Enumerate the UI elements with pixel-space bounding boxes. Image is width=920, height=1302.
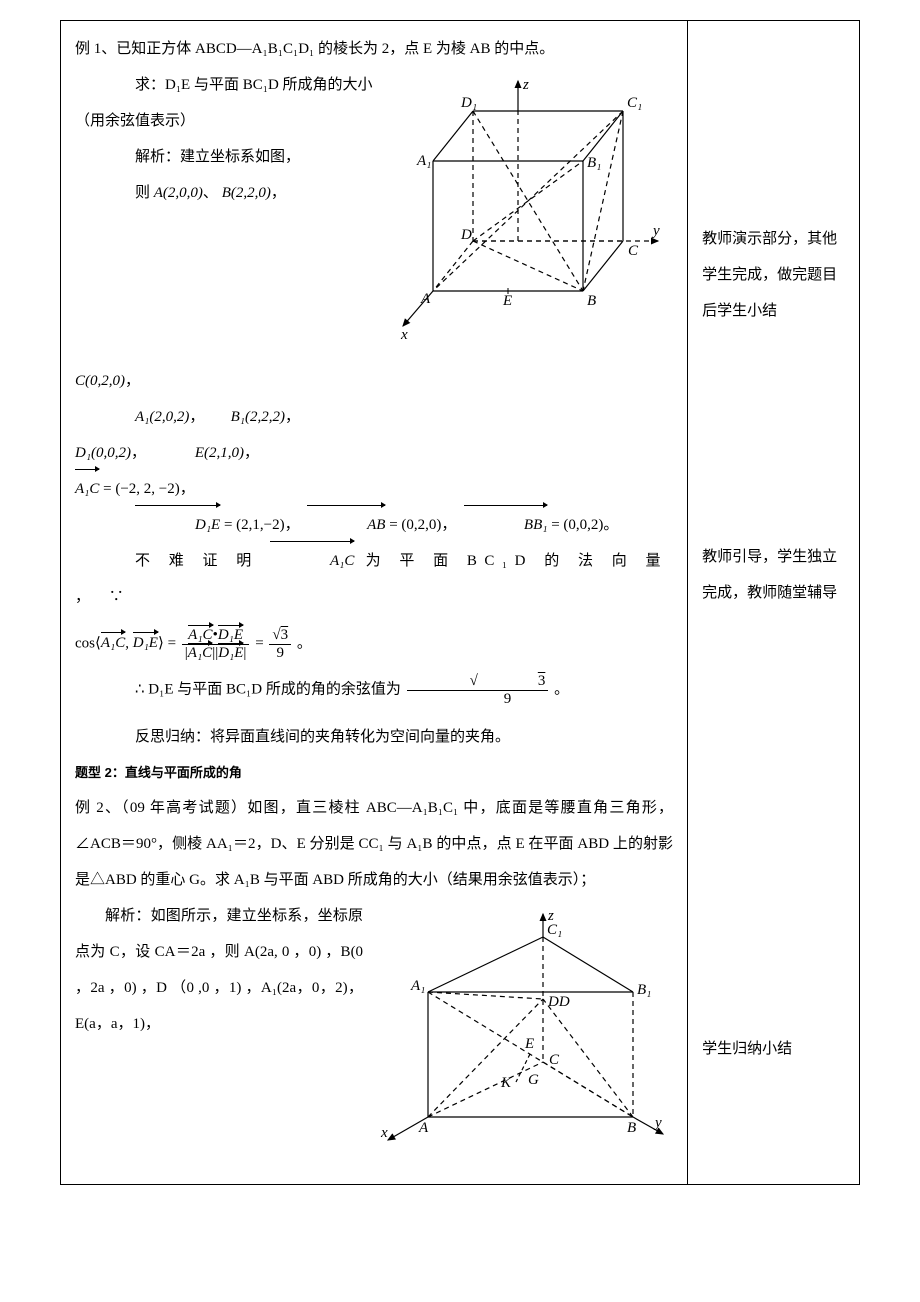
figure-1-cube: D₁ C₁ A₁ B₁ D C A B E x y z [383,71,673,355]
comma2: ， [125,373,140,389]
label2-B1: B₁ [637,982,651,998]
label2-E: E [524,1036,534,1052]
cos-prefix: cos⟨ [75,635,101,651]
figure-2-prism: C₁ A₁ B₁ DD E C K G A B x y z [373,902,673,1166]
vec-D1E: D₁E [135,507,220,543]
den9: 9 [269,645,291,662]
label2-y: y [653,1115,662,1131]
ex1-vec-A1C: A₁C = (−2, 2, −2)， [75,471,673,507]
ex1-vecs-line: D₁E = (2,1,−2)， AB = (0,2,0)， BB₁ = (0,0… [75,507,673,543]
label2-x: x [380,1125,388,1141]
vec-A1C-3: A₁C [101,634,125,652]
ex1-line6: A₁(2,0,2)， B₁(2,2,2)， [75,399,673,435]
comma4: ， [244,445,259,461]
vec-AB-val: = (0,2,0)， [385,517,456,533]
vec-D1E-2: D₁E [133,634,158,652]
den-b: D₁E [218,645,243,662]
ex1-proof-line: 不 难 证 明 A₁C 为 平 面 BC₁D 的 法 向 量 ， ∵ [75,543,673,615]
label2-K: K [500,1075,512,1091]
vec-A1C: A₁C [75,471,99,507]
cube-svg: D₁ C₁ A₁ B₁ D C A B E x y z [383,71,673,341]
period2: 。 [554,681,569,697]
page: 例 1、已知正方体 ABCD—A₁B₁C₁D₁ 的棱长为 2，点 E 为棱 AB… [0,0,920,1205]
sqrt3: 3 [281,627,289,644]
vec-BB1-val: = (0,0,2)。 [547,517,618,533]
period1: 。 [297,635,312,651]
label-D: D [460,227,472,243]
den-a: A₁C [188,645,212,662]
frac-result-2: √3 9 [407,673,549,707]
label-D1: D₁ [460,95,477,111]
therefore-text: ∴ D₁E 与平面 BC₁D 所成的角的余弦值为 [135,681,401,697]
pt-B1: B₁(2,2,2) [231,409,285,425]
vec-A1C-2: A₁C [270,543,354,579]
label-C1: C₁ [627,95,642,111]
label2-D: DD [547,994,570,1010]
ex1-line1: 例 1、已知正方体 ABCD—A₁B₁C₁D₁ 的棱长为 2，点 E 为棱 AB… [75,31,673,67]
ex2-body: C₁ A₁ B₁ DD E C K G A B x y z 解析：如图所示，建立… [75,898,673,1174]
label-x: x [400,327,408,341]
pt-B: B(2,2,0) [222,185,271,201]
label2-z: z [547,908,554,924]
label2-A: A [418,1120,429,1136]
ex1-line7: D₁(0,0,2)， E(2,1,0)， [75,435,673,471]
pt-C: C(0,2,0) [75,373,125,389]
comma1: ， [271,185,286,201]
sqrt3b: 3 [478,673,546,690]
eq1: = [255,635,267,651]
cos-mid: , [125,635,133,651]
prism-svg: C₁ A₁ B₁ DD E C K G A B x y z [373,902,673,1152]
label2-C: C [549,1052,560,1068]
side-note-2: 教师引导，学生独立完成，教师随堂辅导 [702,539,845,611]
ex1-line5: C(0,2,0)， [75,363,673,399]
label-y: y [651,223,660,239]
vec-A1C-val: = (−2, 2, −2)， [99,481,194,497]
proof-a: 不 难 证 明 [135,553,270,569]
ex1-cos-line: cos⟨A₁C, D₁E⟩ = A₁C•D₁E |A₁C||D₁E| = √3 … [75,627,673,661]
label-A: A [420,291,431,307]
side-note-3: 学生归纳小结 [702,1031,845,1067]
pt-D1: D₁(0,0,2) [75,445,131,461]
label-B1: B₁ [587,155,601,171]
label2-B: B [627,1120,636,1136]
layout-table: 例 1、已知正方体 ABCD—A₁B₁C₁D₁ 的棱长为 2，点 E 为棱 AB… [60,20,860,1185]
vec-AB: AB [307,507,385,543]
vec-D1E-val: = (2,1,−2)， [220,517,299,533]
main-content-cell: 例 1、已知正方体 ABCD—A₁B₁C₁D₁ 的棱长为 2，点 E 为棱 AB… [61,21,688,1185]
ex2-line1: 例 2、（09 年高考试题）如图，直三棱柱 ABC—A₁B₁C₁ 中，底面是等腰… [75,790,673,898]
label-z: z [522,77,529,93]
pt-A: A(2,0,0) [154,185,203,201]
pt-E: E(2,1,0) [195,445,244,461]
sep: 、 [203,185,222,201]
vec-BB1: BB₁ [464,507,548,543]
label2-C1: C₁ [547,922,562,938]
text-then: 则 [135,185,154,201]
section-2-title: 题型 2：直线与平面所成的角 [75,761,673,784]
label2-G: G [528,1072,539,1088]
ex1-body: D₁ C₁ A₁ B₁ D C A B E x y z 求：D₁E 与平面 BC… [75,67,673,363]
pt-A1: A₁(2,0,2) [135,409,189,425]
comma3: ， [285,409,300,425]
side-note-1: 教师演示部分，其他学生完成，做完题目后学生小结 [702,221,845,329]
cos-suffix: ⟩ = [158,635,180,651]
ex1-reflect: 反思归纳：将异面直线间的夹角转化为空间向量的夹角。 [75,719,673,755]
den9b: 9 [407,691,549,708]
frac-expr: A₁C•D₁E |A₁C||D₁E| [182,627,250,661]
frac-result: √3 9 [269,627,291,661]
label-B: B [587,293,596,309]
sidebar-cell: 教师演示部分，其他学生完成，做完题目后学生小结 教师引导，学生独立完成，教师随堂… [688,21,860,1185]
label2-A1: A₁ [410,978,425,994]
label-C: C [628,243,639,259]
label-E: E [502,293,512,309]
label-A1: A₁ [416,153,431,169]
ex1-therefore: ∴ D₁E 与平面 BC₁D 所成的角的余弦值为 √3 9 。 [75,673,673,707]
